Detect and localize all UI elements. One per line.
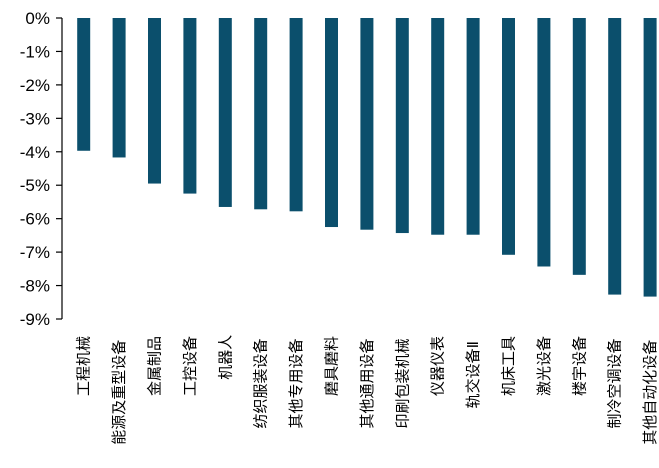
bar-8 xyxy=(325,18,338,228)
y-tick-label: -2% xyxy=(20,76,50,95)
bar-3 xyxy=(148,18,161,184)
x-category-label: 其他专用设备 xyxy=(287,338,305,428)
bar-13 xyxy=(502,18,515,255)
x-category-label: 纺织服装设备 xyxy=(252,338,270,428)
x-category-label: 工程机械 xyxy=(75,336,93,396)
x-category-label: 能源及重型设备 xyxy=(110,340,128,445)
x-category-label: 印刷包装机械 xyxy=(393,338,411,428)
y-tick-label: -4% xyxy=(20,143,50,162)
bar-14 xyxy=(537,18,551,267)
y-axis: 0% -1% -2% -3% -4% -5% -6% -7% -8% -9% xyxy=(20,9,63,329)
y-tick-label: -6% xyxy=(20,210,50,229)
x-category-label: 楼宇设备 xyxy=(570,336,588,396)
y-tick-label: -8% xyxy=(20,277,50,296)
y-tick-label: -9% xyxy=(20,310,50,329)
x-category-label: 轨交设备Ⅱ xyxy=(464,341,482,408)
bar-4 xyxy=(183,18,197,194)
bar-5 xyxy=(218,18,232,207)
bar-2 xyxy=(112,18,126,158)
y-tick-label: -3% xyxy=(20,109,50,128)
x-category-label: 制冷空调设备 xyxy=(606,338,624,428)
bar-17 xyxy=(643,18,657,297)
x-category-label: 其他自动化设备 xyxy=(641,340,659,445)
bar-6 xyxy=(254,18,268,210)
bar-15 xyxy=(572,18,586,275)
x-category-label: 其他通用设备 xyxy=(358,338,376,428)
y-tick-label: 0% xyxy=(25,9,50,28)
bar-9 xyxy=(360,18,374,230)
x-category-label: 仪器仪表 xyxy=(429,336,447,396)
bar-16 xyxy=(608,18,622,295)
y-tick-label: -7% xyxy=(20,243,50,262)
bar-10 xyxy=(395,18,409,234)
y-tick-label: -5% xyxy=(20,176,50,195)
x-category-label: 磨具磨料 xyxy=(323,336,341,396)
x-category-label: 工控设备 xyxy=(181,336,199,396)
bar-7 xyxy=(289,18,303,212)
y-tick-label: -1% xyxy=(20,42,50,61)
x-category-label: 机床工具 xyxy=(500,336,518,396)
bar-11 xyxy=(431,18,445,235)
x-axis-labels: 工程机械 能源及重型设备 金属制品 工控设备 机器人 纺织服装设备 其他专用设备 磨具磨料 其他… xyxy=(75,335,659,445)
x-category-label: 金属制品 xyxy=(146,336,164,396)
x-category-label: 机器人 xyxy=(216,335,234,380)
bar-12 xyxy=(466,18,480,235)
bars xyxy=(77,18,657,297)
x-category-label: 激光设备 xyxy=(535,336,553,396)
bar-1 xyxy=(77,18,91,151)
